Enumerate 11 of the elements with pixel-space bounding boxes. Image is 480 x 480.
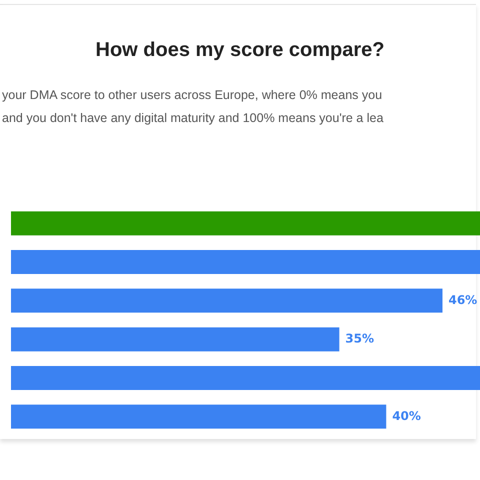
data-label: 46%: [448, 292, 478, 307]
bar: [11, 211, 480, 236]
data-label: 40%: [392, 408, 421, 423]
bar: [11, 327, 340, 352]
bar: [11, 288, 442, 313]
bar: [11, 250, 480, 274]
bar: [11, 366, 480, 390]
chart-title: How does my score compare?: [94, 39, 386, 62]
bar: [11, 404, 386, 429]
data-label: 35%: [345, 331, 374, 346]
chart-subtitle: your DMA score to other users across Europe, where 0% means you and you don't have any digital maturity and 100% means you're a lea: [2, 87, 384, 127]
